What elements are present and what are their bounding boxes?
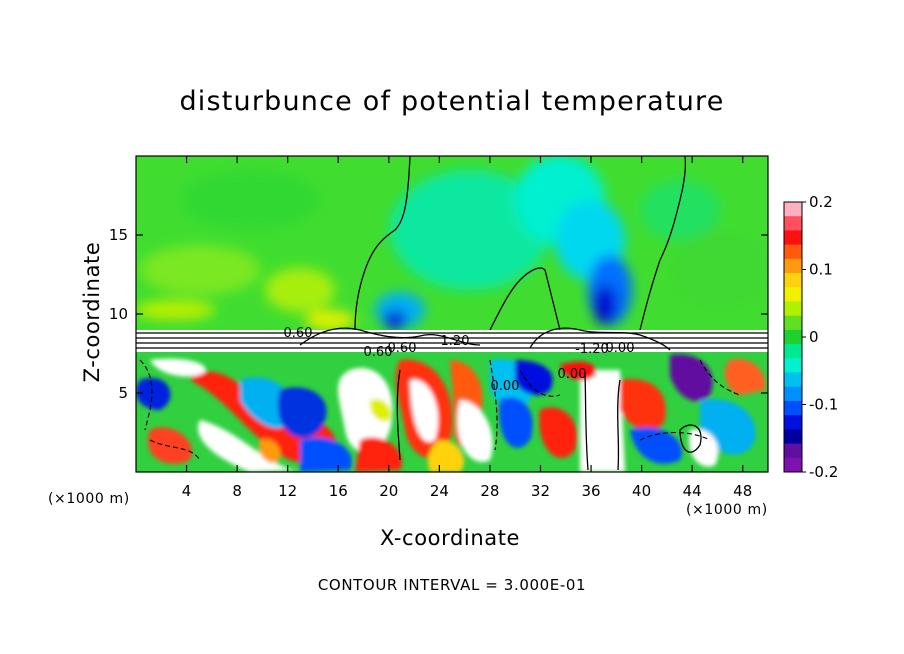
contour-interval-note: CONTOUR INTERVAL = 3.000E-01: [317, 576, 587, 594]
contour-line: [529, 327, 671, 351]
colorbar-swatch: [784, 202, 802, 217]
x-tick-label: 48: [733, 482, 752, 500]
colorbar-swatch: [784, 216, 802, 231]
contour-line: [489, 267, 561, 331]
chart-title: disturbunce of potential temperature: [179, 86, 725, 117]
lower-field-patches: [136, 354, 766, 472]
contour-line: [639, 432, 711, 441]
x-unit-right: (×1000 m): [686, 502, 768, 518]
contour-line: [639, 156, 686, 331]
x-axis-label: X-coordinate: [379, 526, 521, 550]
contour-line: [396, 369, 401, 461]
contour-label: 0.00: [606, 341, 635, 356]
contour-lines-negative: [139, 359, 741, 461]
contour-labels: 0.600.600.60 -1.200.000.000.001.20: [284, 326, 635, 394]
x-tick-label: 12: [278, 482, 297, 500]
colorbar-swatch: [784, 386, 802, 402]
colorbar-ticks: 0.2 0.1 0 -0.1 -0.2: [802, 193, 838, 481]
contour-line: [519, 369, 561, 397]
contour-line: [136, 332, 768, 349]
contour-label: -1.20: [575, 342, 609, 357]
colorbar-swatch: [784, 301, 802, 317]
colorbar-swatch: [784, 443, 802, 459]
contour-lines: [136, 156, 768, 471]
x-tick-label: 24: [430, 482, 449, 500]
contour-label: 1.20: [441, 334, 470, 349]
y-tick-label: 10: [109, 305, 128, 323]
colorbar-swatch: [784, 344, 802, 359]
x-tick-label: 40: [632, 482, 651, 500]
colorbar-tick-label: 0: [809, 328, 819, 346]
x-tick-label: 20: [379, 482, 398, 500]
colorbar-swatch: [784, 230, 802, 246]
colorbar-tick-label: 0.2: [809, 193, 833, 211]
contour-line: [354, 156, 411, 331]
x-tick-label: 8: [232, 482, 242, 500]
colorbar-swatch: [784, 415, 802, 430]
upper-field-patches: [136, 156, 768, 330]
contour-label: 0.60: [388, 341, 417, 356]
x-axis: 4 8 12 16 20 24 28 32 36 40 44 48: [182, 156, 752, 500]
x-tick-label: 44: [683, 482, 702, 500]
y-tick-label: 15: [109, 226, 128, 244]
x-tick-label: 36: [581, 482, 600, 500]
colorbar-swatch: [784, 358, 802, 374]
contour-line: [679, 424, 702, 453]
contour-label: 0.60: [364, 345, 393, 360]
colorbar-swatch: [784, 400, 802, 416]
contour-line: [299, 327, 481, 346]
y-tick-label: 5: [118, 384, 128, 402]
x-tick-label: 16: [329, 482, 348, 500]
colorbar-tick-label: -0.2: [809, 463, 838, 481]
y-axis-label: Z-coordinate: [80, 241, 104, 383]
inversion-band: [136, 330, 768, 354]
colorbar-swatch: [784, 273, 802, 288]
colorbar-tick-label: -0.1: [809, 396, 838, 414]
colorbar-swatch: [784, 457, 802, 473]
colorbar-swatch: [784, 329, 802, 345]
x-tick-label: 28: [480, 482, 499, 500]
colorbar-swatch: [784, 429, 802, 445]
contour-label: 0.00: [558, 367, 587, 382]
y-axis: 5 10 15: [109, 226, 768, 402]
contour-line: [139, 359, 153, 431]
contour-line: [489, 359, 498, 451]
heatmap-field: [136, 156, 768, 472]
contour-line: [617, 379, 621, 471]
colorbar-tick-label: 0.1: [809, 261, 833, 279]
x-unit-left: (×1000 m): [48, 491, 130, 507]
contour-line: [584, 374, 589, 471]
colorbar-swatch: [784, 372, 802, 388]
contour-line: [699, 359, 741, 396]
x-tick-label: 4: [182, 482, 192, 500]
colorbar-swatch: [784, 315, 802, 331]
contour-label: 0.00: [491, 379, 520, 394]
contour-line: [149, 439, 201, 461]
colorbar: [783, 201, 803, 473]
colorbar-swatch: [784, 258, 802, 274]
contour-label: 0.60: [284, 326, 313, 341]
colorbar-swatch: [784, 287, 802, 302]
colorbar-swatch: [784, 244, 802, 260]
x-tick-label: 32: [531, 482, 550, 500]
